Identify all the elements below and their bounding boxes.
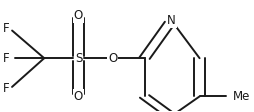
Text: F: F [3, 52, 10, 65]
Text: S: S [75, 52, 82, 65]
Text: O: O [74, 9, 83, 22]
Text: N: N [167, 14, 176, 27]
Text: F: F [3, 22, 10, 35]
Text: F: F [3, 82, 10, 95]
Text: O: O [74, 90, 83, 103]
Text: Me: Me [233, 90, 250, 103]
Text: O: O [108, 52, 117, 65]
